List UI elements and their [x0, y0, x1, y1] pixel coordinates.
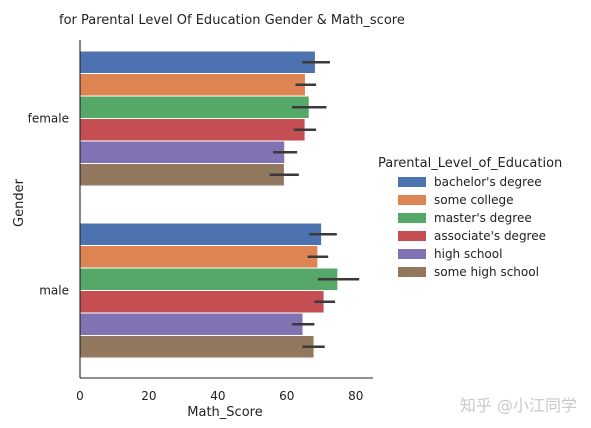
y-category-label: female [28, 112, 69, 126]
bar-male-0 [79, 222, 323, 246]
legend-swatch [398, 267, 426, 277]
y-categories: female male [28, 112, 69, 298]
legend-title: Parental_Level_of_Education [378, 156, 562, 171]
axes [79, 40, 373, 379]
x-tick-label: 20 [141, 389, 156, 403]
legend-swatch [398, 231, 426, 241]
bar-female-2 [79, 95, 310, 119]
legend-swatch [398, 249, 426, 259]
legend-label: bachelor's degree [434, 175, 542, 189]
bars-group [79, 50, 339, 359]
legend-label: associate's degree [434, 229, 546, 243]
x-ticks: 0 20 40 60 80 [76, 389, 363, 403]
bar-male-4 [79, 312, 304, 336]
error-bars-group [269, 60, 360, 349]
bar-male-2 [79, 267, 339, 291]
legend-label: some college [434, 193, 513, 207]
bar-female-0 [79, 50, 316, 74]
x-tick-label: 0 [76, 389, 84, 403]
legend-label: some high school [434, 265, 539, 279]
x-axis-label: Math_Score [187, 405, 262, 420]
legend-swatch [398, 213, 426, 223]
y-axis-label: Gender [12, 178, 27, 227]
legend-swatch [398, 195, 426, 205]
bar-male-3 [79, 290, 325, 314]
x-tick-label: 60 [279, 389, 294, 403]
x-tick-label: 40 [210, 389, 225, 403]
bar-male-5 [79, 335, 315, 359]
bar-female-1 [79, 73, 306, 97]
bar-female-5 [79, 163, 285, 187]
x-tick-label: 80 [348, 389, 363, 403]
chart-title: for Parental Level Of Education Gender &… [59, 13, 405, 28]
legend-label: master's degree [434, 211, 532, 225]
bar-female-3 [79, 118, 306, 142]
watermark: 知乎 @小江同学 [459, 396, 577, 415]
legend: Parental_Level_of_Education bachelor's d… [378, 156, 562, 279]
bar-female-4 [79, 140, 286, 164]
legend-label: high school [434, 247, 502, 261]
bar-male-1 [79, 245, 319, 269]
y-category-label: male [39, 284, 69, 298]
legend-swatch [398, 177, 426, 187]
